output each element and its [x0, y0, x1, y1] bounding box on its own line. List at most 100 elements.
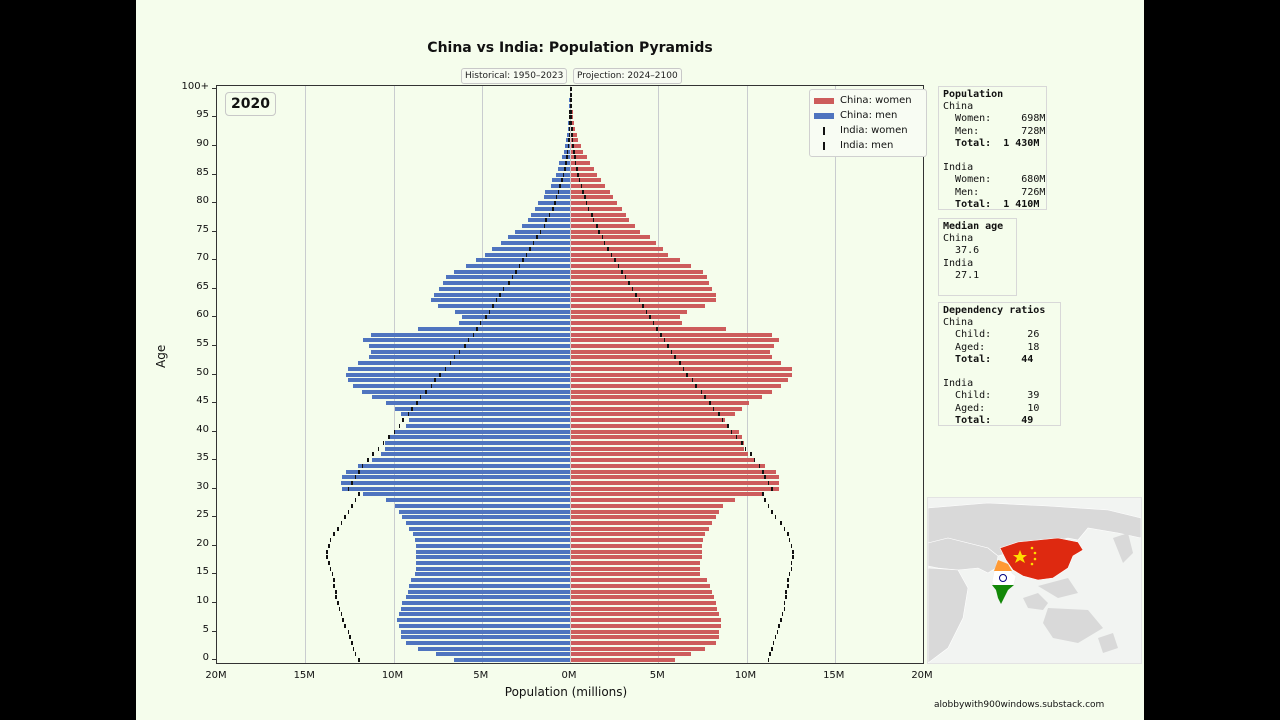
india-women-marker [642, 303, 644, 308]
legend: China: women China: men India: women Ind… [809, 89, 927, 157]
china-women-bar [571, 498, 736, 503]
china-women-bar [571, 395, 762, 400]
china-women-bar [571, 378, 789, 383]
y-tick-mark [212, 659, 216, 661]
y-tick-label: 70 [196, 252, 209, 264]
india-women-marker [571, 126, 573, 131]
india-women-marker [790, 566, 793, 571]
china-women-bar [571, 195, 614, 200]
country-label: China [943, 317, 974, 329]
india-women-marker [735, 435, 738, 440]
india-women-marker [780, 521, 782, 526]
china-women-bar [571, 555, 702, 560]
y-tick-label: 95 [196, 109, 209, 121]
india-men-marker [333, 583, 335, 588]
india-women-marker [778, 623, 780, 628]
india-women-marker [582, 189, 584, 194]
china-women-bar [571, 515, 716, 520]
india-men-marker [382, 441, 385, 446]
china-men-bar [411, 578, 570, 583]
india-men-marker [543, 223, 546, 228]
india-women-marker [788, 572, 791, 577]
china-men-bar [555, 172, 570, 177]
india-men-marker [340, 521, 343, 526]
india-men-marker [564, 166, 566, 171]
panel-heading: Dependency ratios [943, 305, 1046, 316]
china-men-bar [562, 155, 570, 160]
china-men-bar [363, 492, 570, 497]
india-women-marker [574, 155, 576, 160]
india-men-marker [329, 566, 332, 571]
india-women-marker [638, 298, 641, 303]
china-women-bar [571, 623, 722, 628]
china-men-bar [400, 635, 570, 640]
legend-india-men: India: men [814, 138, 922, 153]
china-women-bar [571, 646, 706, 651]
projection-badge: Projection: 2024–2100 [573, 68, 682, 84]
india-women-marker [750, 452, 752, 457]
india-men-marker [419, 395, 422, 400]
india-women-marker [712, 406, 715, 411]
india-women-marker [596, 223, 598, 228]
country-label: India [943, 257, 974, 269]
india-men-marker [502, 286, 505, 291]
india-men-marker [338, 606, 341, 611]
y-tick-mark [212, 316, 216, 318]
china-women-bar [571, 618, 722, 623]
india-women-marker [570, 86, 572, 91]
india-women-marker [783, 606, 786, 611]
china-child-value: 26 [1027, 329, 1040, 341]
china-women-bar [571, 286, 713, 291]
india-men-marker [347, 509, 350, 514]
china-women-bar [571, 309, 688, 314]
india-women-marker [767, 481, 770, 486]
y-tick-mark [212, 402, 216, 404]
india-women-marker [771, 509, 773, 514]
y-tick-label: 90 [196, 137, 209, 149]
india-men-marker [358, 658, 360, 663]
china-men-bar [388, 435, 570, 440]
china-men-value: 728M [1021, 125, 1046, 137]
y-tick-label: 55 [196, 337, 209, 349]
y-tick-mark [212, 344, 216, 346]
india-women-marker [792, 555, 794, 560]
china-total-value: 1 430M [1003, 137, 1040, 149]
india-women-marker [621, 269, 623, 274]
country-label: India [943, 378, 974, 390]
india-men-marker [467, 338, 470, 343]
china-women-bar [571, 446, 744, 451]
india-women-marker [695, 383, 697, 388]
china-men-bar [563, 149, 570, 154]
india-men-marker [335, 589, 337, 594]
china-women-bar [571, 583, 711, 588]
field-label: Total: [955, 353, 992, 365]
swatch-icon [814, 97, 834, 104]
india-women-marker [788, 538, 791, 543]
china-aged-value: 18 [1027, 341, 1040, 353]
india-men-marker [569, 109, 571, 114]
china-men-bar [485, 252, 570, 257]
india-women-marker [686, 372, 688, 377]
china-women-bar [571, 578, 707, 583]
india-women-marker [635, 292, 637, 297]
india-aged-value: 10 [1027, 402, 1040, 414]
india-men-marker [559, 183, 561, 188]
india-women-marker [721, 418, 724, 423]
field-label: Total: [955, 137, 992, 149]
y-tick-mark [212, 602, 216, 603]
china-women-bar [571, 475, 780, 480]
x-axis-label: Population (millions) [504, 685, 628, 699]
india-women-marker [610, 252, 613, 257]
india-women-marker [785, 589, 787, 594]
china-men-bar [384, 446, 570, 451]
china-men-bar [395, 406, 570, 411]
chart-title: China vs India: Population Pyramids [427, 40, 713, 56]
india-women-marker [785, 595, 787, 600]
china-women-bar [571, 595, 714, 600]
china-men-bar [381, 452, 570, 457]
china-women-bar [571, 121, 574, 126]
china-women-bar [571, 303, 706, 308]
india-women-marker [591, 212, 593, 217]
china-men-bar [345, 469, 570, 474]
china-men-bar [386, 401, 570, 406]
